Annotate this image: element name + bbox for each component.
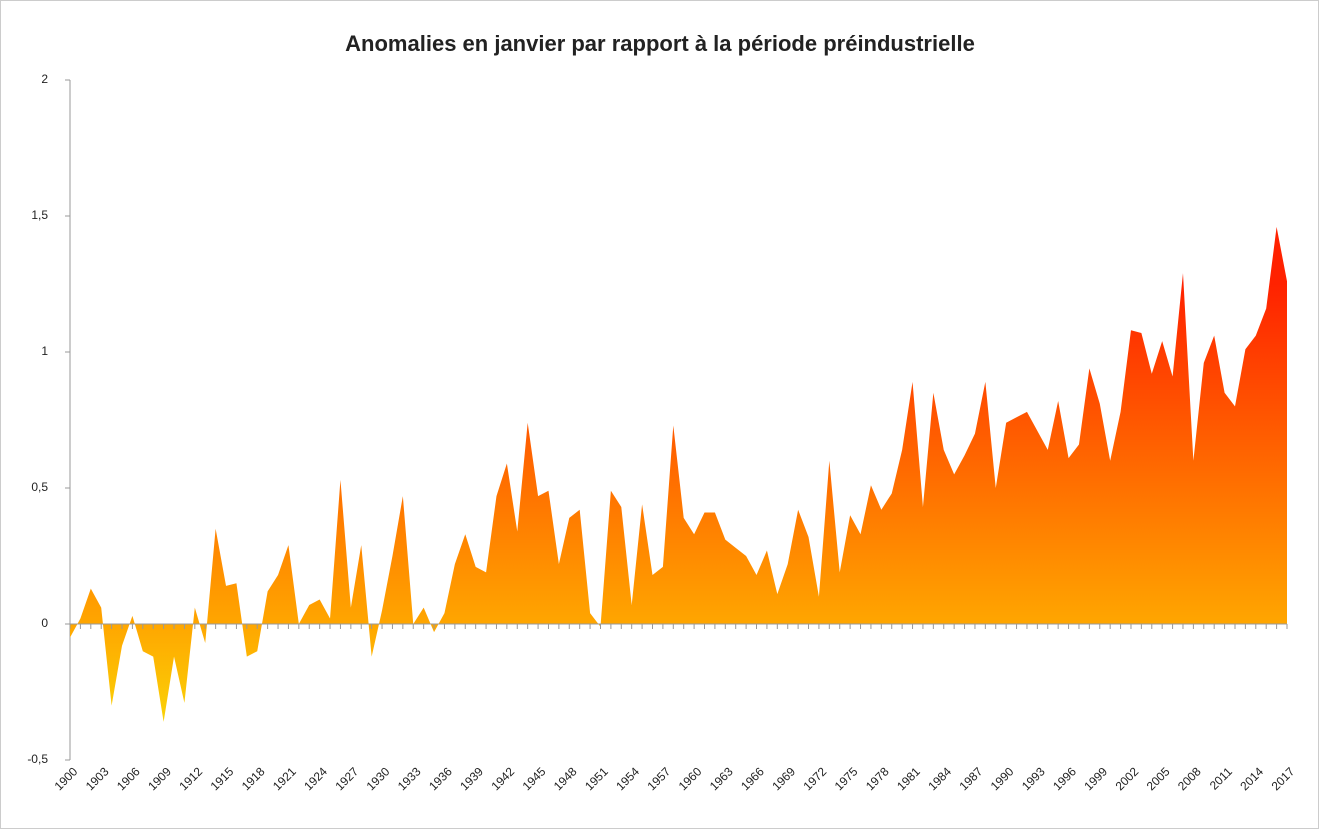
y-tick-label: 1,5 (31, 208, 48, 222)
area (70, 226, 1287, 722)
y-tick-label: 1 (41, 344, 48, 358)
chart-title: Anomalies en janvier par rapport à la pé… (345, 31, 975, 56)
y-tick-label: -0,5 (27, 752, 48, 766)
y-tick-label: 0,5 (31, 480, 48, 494)
y-tick-label: 0 (41, 616, 48, 630)
y-tick-label: 2 (41, 72, 48, 86)
